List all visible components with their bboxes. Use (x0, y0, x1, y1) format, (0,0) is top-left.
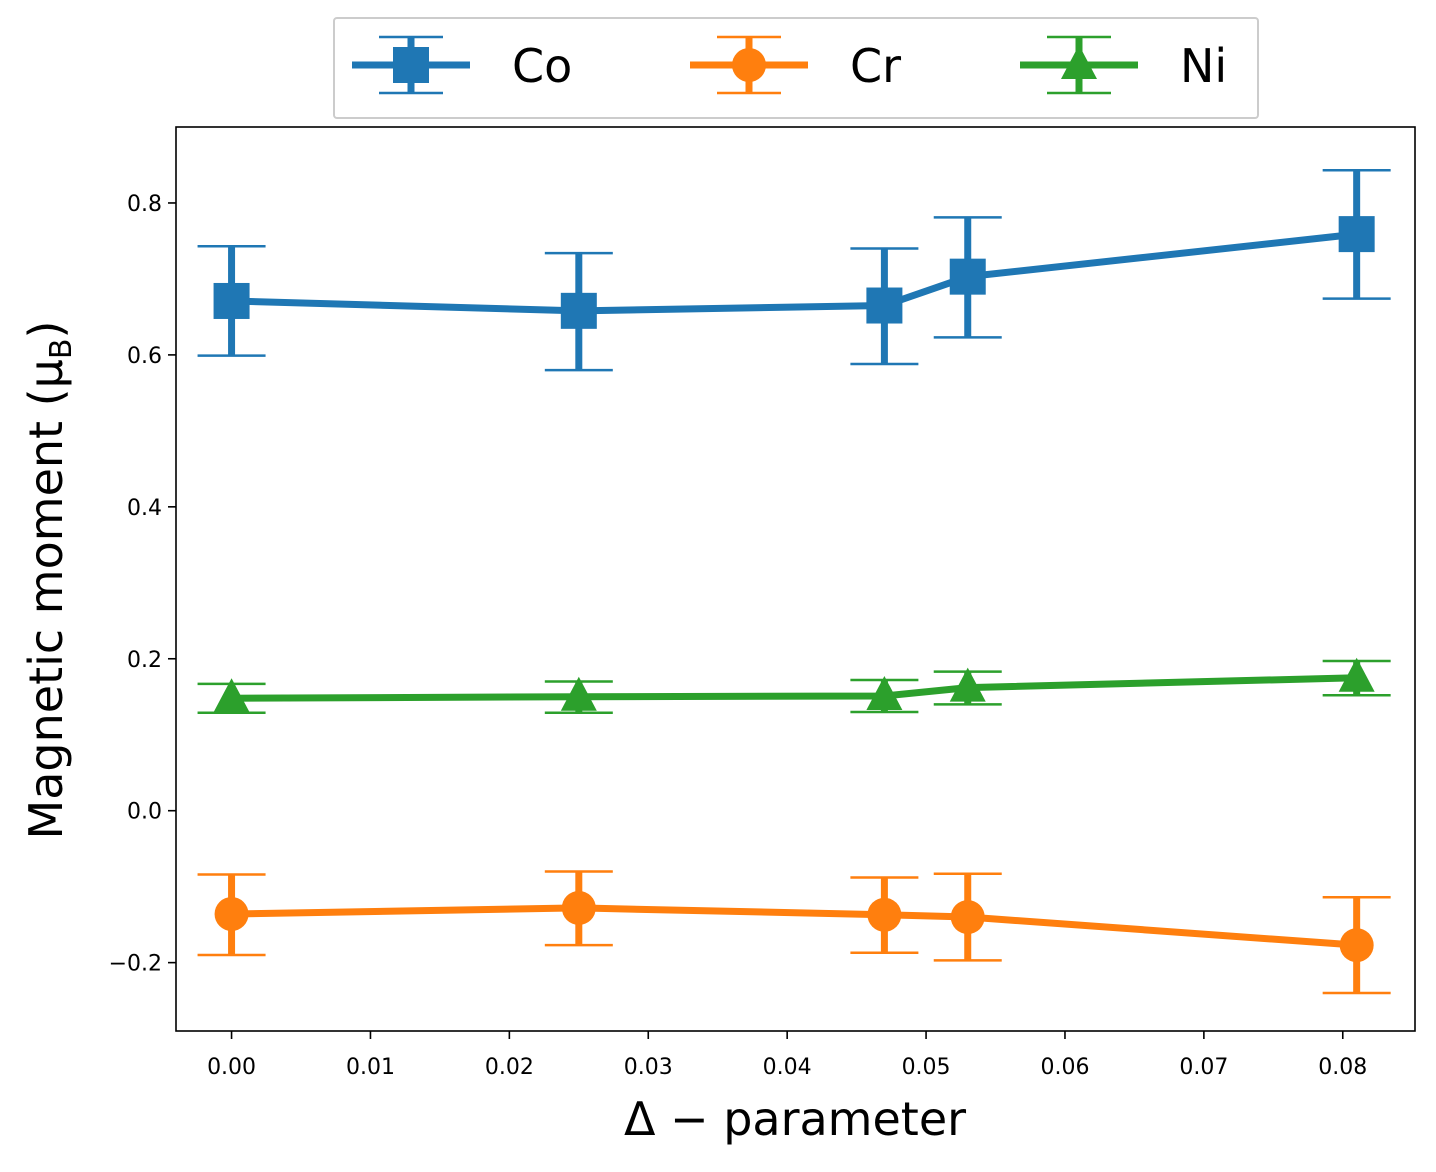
legend-marker-cr (732, 48, 766, 82)
y-tick-label: 0.0 (127, 800, 162, 825)
y-tick-label: 0.8 (127, 192, 162, 217)
y-axis-title-subscript: B (44, 339, 79, 360)
x-tick-label: 0.04 (763, 1055, 812, 1080)
data-point-ni (866, 675, 903, 710)
data-point-cr (561, 890, 596, 925)
plot-frame (175, 126, 1416, 1032)
y-tick-label: 0.2 (127, 648, 162, 673)
legend-label-ni: Ni (1180, 39, 1227, 93)
legend-entry-co: Co (352, 35, 572, 95)
y-axis: −0.2 0.0 0.2 0.4 0.6 0.8 (109, 192, 176, 977)
series-cr (197, 870, 1391, 995)
data-point-ni (560, 676, 597, 711)
x-tick-label: 0.03 (624, 1055, 673, 1080)
x-tick-label: 0.02 (485, 1055, 534, 1080)
legend-label-co: Co (512, 39, 572, 93)
data-point-co (949, 258, 986, 295)
data-point-co (866, 287, 903, 324)
x-axis: 0.00 0.01 0.02 0.03 0.04 0.05 0.06 0.07 0.08 (207, 1031, 1367, 1080)
legend-entry-ni: Ni (1020, 35, 1227, 95)
x-tick-label: 0.06 (1040, 1055, 1089, 1080)
legend-marker-co (393, 47, 429, 83)
series-ni (197, 657, 1391, 714)
axes-layer (175, 126, 1416, 1032)
series-co (197, 169, 1391, 372)
x-tick-label: 0.08 (1318, 1055, 1367, 1080)
data-point-co (213, 282, 250, 319)
data-point-cr (950, 900, 985, 935)
data-point-cr (1339, 928, 1374, 963)
data-point-co (1338, 216, 1375, 253)
y-tick-label: 0.4 (127, 496, 162, 521)
x-tick-label: 0.01 (346, 1055, 395, 1080)
data-point-co (560, 292, 597, 329)
data-point-ni (949, 667, 986, 702)
data-point-ni (1338, 657, 1375, 692)
x-tick-label: 0.05 (902, 1055, 951, 1080)
data-point-cr (867, 897, 902, 932)
y-axis-title-main: Magnetic moment (μ (19, 359, 73, 839)
legend: Co Cr Ni (333, 17, 1259, 119)
x-axis-title: Δ − parameter (624, 1092, 966, 1146)
data-point-ni (213, 678, 250, 713)
legend-marker-ni (1061, 45, 1097, 79)
series-layer (197, 169, 1391, 995)
y-tick-label: −0.2 (109, 952, 162, 977)
data-point-cr (214, 897, 249, 932)
legend-entry-cr: Cr (690, 35, 901, 95)
legend-label-cr: Cr (850, 39, 901, 93)
y-tick-label: 0.6 (127, 344, 162, 369)
y-axis-title-close: ) (19, 321, 73, 339)
y-axis-title: Magnetic moment (μB) (19, 321, 79, 840)
x-tick-label: 0.07 (1179, 1055, 1228, 1080)
x-tick-label: 0.00 (207, 1055, 256, 1080)
